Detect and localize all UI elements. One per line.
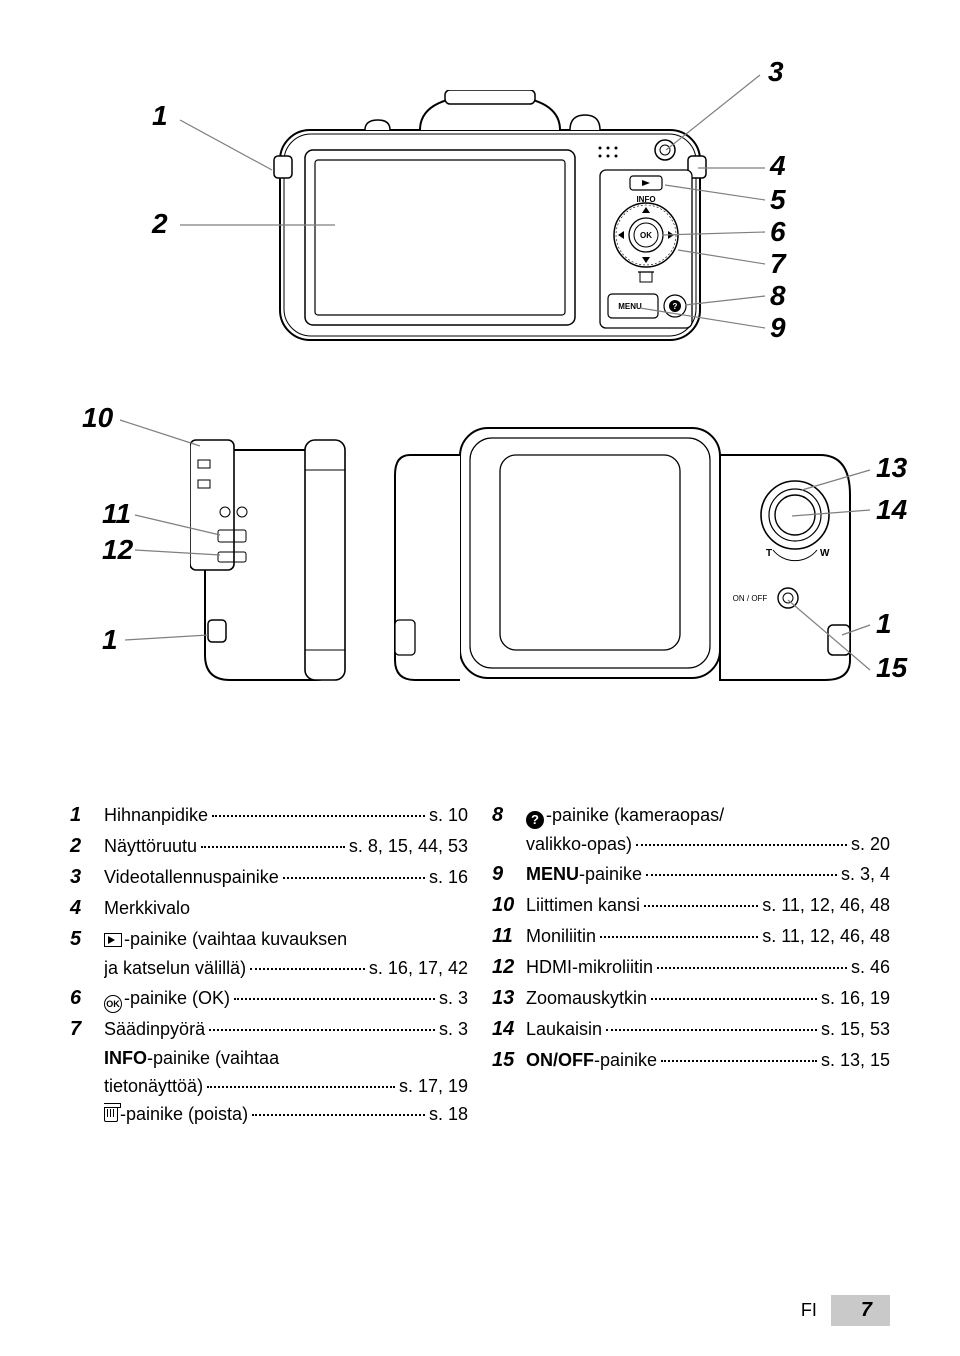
legend-label: Näyttöruutu [104,833,197,861]
legend-page: s. 16, 19 [821,985,890,1013]
play-icon [104,933,122,947]
legend-num: 3 [70,862,104,893]
legend-label: -painike (poista) [104,1101,248,1129]
callout-15: 15 [876,652,907,684]
callout-1c: 1 [876,608,892,640]
legend-page: s. 11, 12, 46, 48 [762,892,890,920]
legend-num: 12 [492,952,526,983]
question-icon: ? [526,811,544,829]
legend-label: Hihnanpidike [104,802,208,830]
legend-label: MENU-painike [526,861,642,889]
legend-page: s. 16 [429,864,468,892]
legend-page: s. 13, 15 [821,1047,890,1075]
callout-4: 4 [770,150,786,182]
callout-12: 12 [102,534,133,566]
legend-num: 11 [492,921,526,952]
legend-label: OK-painike (OK) [104,985,230,1013]
legend-label: Liittimen kansi [526,892,640,920]
legend-page: s. 11, 12, 46, 48 [762,923,890,951]
callout-9: 9 [770,312,786,344]
callout-14: 14 [876,494,907,526]
legend-num: 8 [492,800,526,831]
callout-11: 11 [102,498,131,530]
legend: 1Hihnanpidike s. 10 2Näyttöruutu s. 8, 15,… [70,800,890,1129]
callout-8: 8 [770,280,786,312]
legend-num: 1 [70,800,104,831]
legend-label: Laukaisin [526,1016,602,1044]
legend-num: 2 [70,831,104,862]
callout-1: 1 [152,100,168,132]
callout-7: 7 [770,248,786,280]
footer-language: FI [801,1300,817,1321]
legend-label: Moniliitin [526,923,596,951]
legend-label: Videotallennuspainike [104,864,279,892]
legend-page: s. 16, 17, 42 [369,955,468,983]
legend-page: s. 20 [851,831,890,859]
callout-1b: 1 [102,624,118,656]
legend-num: 10 [492,890,526,921]
legend-page: s. 8, 15, 44, 53 [349,833,468,861]
callout-6: 6 [770,216,786,248]
legend-label: tietonäyttöä) [104,1073,203,1101]
legend-page: s. 46 [851,954,890,982]
legend-num: 13 [492,983,526,1014]
legend-label: Merkkivalo [104,895,190,923]
legend-right-col: 8?-painike (kameraopas/ valikko-opas) s. … [492,800,890,1129]
legend-num: 7 [70,1014,104,1045]
legend-label: ?-painike (kameraopas/ [526,802,724,830]
page-footer: FI 7 [801,1295,890,1326]
legend-label: Zoomauskytkin [526,985,647,1013]
callout-5: 5 [770,184,786,216]
callout-3: 3 [768,56,784,88]
legend-num: 14 [492,1014,526,1045]
footer-page-number: 7 [831,1295,890,1326]
legend-page: s. 18 [429,1101,468,1129]
callout-13: 13 [876,452,907,484]
diagram-area: INFO OK MENU ? [70,50,890,770]
legend-left-col: 1Hihnanpidike s. 10 2Näyttöruutu s. 8, 15,… [70,800,468,1129]
legend-page: s. 3, 4 [841,861,890,889]
legend-page: s. 15, 53 [821,1016,890,1044]
legend-page: s. 10 [429,802,468,830]
legend-label: ON/OFF-painike [526,1047,657,1075]
trash-icon [104,1107,118,1122]
callout-10: 10 [82,402,113,434]
legend-num: 5 [70,924,104,955]
legend-num: 4 [70,893,104,924]
legend-num: 6 [70,983,104,1014]
callout-2: 2 [152,208,168,240]
legend-label: INFO-painike (vaihtaa [104,1045,279,1073]
legend-label: valikko-opas) [526,831,632,859]
legend-label: HDMI-mikroliitin [526,954,653,982]
legend-label: ja katselun välillä) [104,955,246,983]
legend-num: 9 [492,859,526,890]
legend-num: 15 [492,1045,526,1076]
legend-page: s. 3 [439,985,468,1013]
ok-icon: OK [104,995,122,1013]
legend-label: -painike (vaihtaa kuvauksen [104,926,347,954]
legend-label: Säädinpyörä [104,1016,205,1044]
legend-page: s. 17, 19 [399,1073,468,1101]
legend-page: s. 3 [439,1016,468,1044]
